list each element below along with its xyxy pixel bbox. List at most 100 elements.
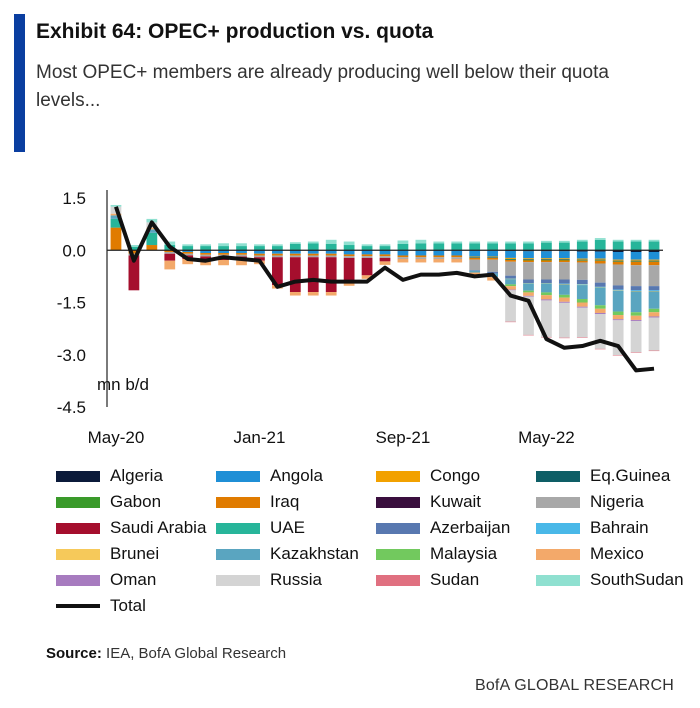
bar-segment-saudi-arabia: [272, 257, 283, 286]
bar-segment-nigeria: [451, 257, 463, 259]
legend-item: Sudan: [376, 569, 479, 591]
x-tick-label: Jan-21: [233, 428, 285, 447]
bar-segment-oman: [558, 301, 570, 303]
bar-segment-mexico: [469, 272, 481, 277]
bar-segment-iraq: [164, 250, 176, 252]
bar-segment-bahrain: [630, 290, 642, 292]
bar-segment-angola: [218, 250, 229, 254]
bar-segment-russia: [541, 300, 552, 337]
bar-segment-angola: [236, 250, 247, 254]
bar-segment-southsudan: [433, 241, 445, 244]
bar-segment-iraq: [289, 253, 301, 256]
bar-segment-nigeria: [523, 262, 534, 280]
bar-segment-russia: [505, 290, 516, 322]
legend-label: Iraq: [270, 492, 300, 511]
legend-swatch: [216, 522, 260, 534]
bar-segment-mexico: [648, 312, 660, 317]
bar-segment-eq-guinea: [523, 259, 534, 261]
legend-item: Gabon: [56, 491, 161, 513]
bar-segment-southsudan: [325, 239, 337, 244]
bar-segment-angola: [325, 250, 337, 254]
bar-segment-brunei: [648, 291, 660, 292]
bar-segment-mexico: [182, 258, 194, 265]
bar-segment-sudan: [612, 355, 624, 356]
bar-segment-saudi-arabia: [379, 257, 391, 262]
legend-label: Total: [110, 596, 146, 615]
bar-segment-mexico: [110, 213, 122, 216]
bar-segment-southsudan: [397, 240, 409, 244]
bar-segment-iraq: [272, 253, 283, 256]
bar-segment-kazakhstan: [541, 283, 552, 293]
bar-segment-mexico: [612, 315, 624, 320]
bar-segment-mexico: [236, 260, 247, 266]
bar-segment-kazakhstan: [594, 287, 606, 306]
bar-segment-iraq: [469, 257, 481, 260]
legend-item: Kazakhstan: [216, 543, 359, 565]
bar-segment-mexico: [325, 292, 337, 296]
bar-segment-iraq: [612, 261, 624, 265]
bar-segment-malaysia: [558, 294, 570, 298]
bar-segment-mexico: [415, 258, 427, 263]
legend-label: Algeria: [110, 466, 163, 485]
legend-item: Total: [56, 595, 146, 617]
bar-segment-angola: [541, 251, 552, 259]
bar-segment-bahrain: [648, 290, 660, 292]
bar-segment-brunei: [558, 284, 570, 285]
bar-segment-iraq: [236, 253, 247, 255]
y-tick-label: -3.0: [57, 346, 86, 365]
legend-item: Kuwait: [376, 491, 481, 513]
bar-segment-bahrain: [505, 278, 516, 279]
bar-segment-angola: [648, 251, 660, 260]
bar-segment-iraq: [558, 260, 570, 263]
bar-segment-uae: [558, 242, 570, 251]
bar-segment-southsudan: [505, 241, 516, 244]
legend-swatch: [56, 548, 100, 560]
legend-item: Oman: [56, 569, 156, 591]
bar-segment-nigeria: [289, 255, 301, 258]
legend-swatch: [56, 604, 100, 608]
bar-segment-mexico: [558, 297, 570, 302]
bar-segment-kazakhstan: [110, 215, 122, 219]
bar-segment-iraq: [576, 260, 588, 263]
bar-segment-angola: [343, 250, 355, 255]
bar-segment-uae: [218, 246, 229, 251]
bar-segment-nigeria: [379, 256, 391, 258]
legend-swatch: [536, 470, 580, 482]
bar-segment-uae: [541, 242, 552, 251]
bar-segment-southsudan: [594, 238, 606, 240]
bar-segment-iraq: [415, 255, 427, 258]
legend-item: Malaysia: [376, 543, 497, 565]
bar-segment-nigeria: [397, 257, 409, 259]
bar-segment-angola: [307, 250, 319, 254]
legend-swatch: [216, 470, 260, 482]
bar-segment-mexico: [146, 227, 158, 230]
legend-item: UAE: [216, 517, 305, 539]
brand-footer: BofA GLOBAL RESEARCH: [474, 677, 674, 694]
bar-segment-algeria: [576, 250, 588, 252]
bar-segment-angola: [415, 250, 427, 256]
bar-segment-southsudan: [630, 239, 642, 242]
bar-segment-nigeria: [361, 256, 373, 258]
bar-segment-nigeria: [487, 259, 498, 272]
legend-label: Angola: [270, 466, 323, 485]
bar-segment-kazakhstan: [558, 284, 570, 295]
bar-segment-saudi-arabia: [343, 257, 355, 283]
bar-segment-nigeria: [182, 253, 194, 256]
bar-segment-eq-guinea: [505, 258, 516, 260]
bar-segment-russia: [594, 313, 606, 349]
bar-segment-gabon: [523, 260, 534, 261]
legend-item: Nigeria: [536, 491, 644, 513]
bar-segment-russia: [612, 320, 624, 356]
bar-segment-uae: [523, 243, 534, 251]
bar-segment-saudi-arabia: [289, 257, 301, 293]
bar-segment-southsudan: [612, 239, 624, 242]
source-label: Source:: [46, 645, 102, 662]
bar-segment-nigeria: [630, 265, 642, 287]
bar-segment-sudan: [505, 321, 516, 323]
bar-segment-nigeria: [433, 257, 445, 259]
legend-item: Saudi Arabia: [56, 517, 206, 539]
legend-label: Brunei: [110, 544, 160, 563]
legend-label: Eq.Guinea: [590, 466, 671, 485]
bar-segment-congo: [523, 258, 534, 260]
bar-segment-angola: [433, 250, 445, 256]
